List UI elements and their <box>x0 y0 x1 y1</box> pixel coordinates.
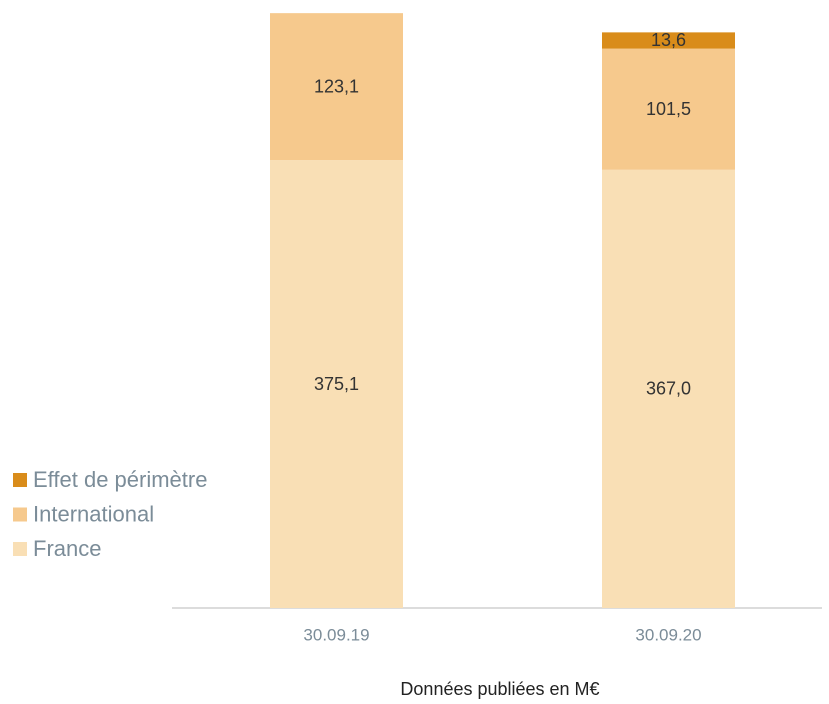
chart-subtitle: Données publiées en M€ <box>400 679 599 699</box>
data-label: 123,1 <box>314 76 359 96</box>
bar-segment <box>270 13 403 161</box>
legend-label: International <box>33 501 154 526</box>
bar-segment <box>602 32 735 49</box>
data-label: 375,1 <box>314 374 359 394</box>
data-label: 101,5 <box>646 99 691 119</box>
data-label: 13,6 <box>651 30 686 50</box>
bar-segment <box>270 160 403 608</box>
legend-label: Effet de périmètre <box>33 467 207 492</box>
data-label: 367,0 <box>646 379 691 399</box>
legend-label: France <box>33 536 101 561</box>
bar-segment <box>602 169 735 608</box>
legend-swatch <box>13 507 27 522</box>
x-tick-label: 30.09.20 <box>635 625 701 644</box>
x-tick-label: 30.09.19 <box>303 625 369 644</box>
legend-swatch <box>13 473 27 487</box>
bar-segment <box>602 48 735 170</box>
legend-swatch <box>13 542 27 556</box>
